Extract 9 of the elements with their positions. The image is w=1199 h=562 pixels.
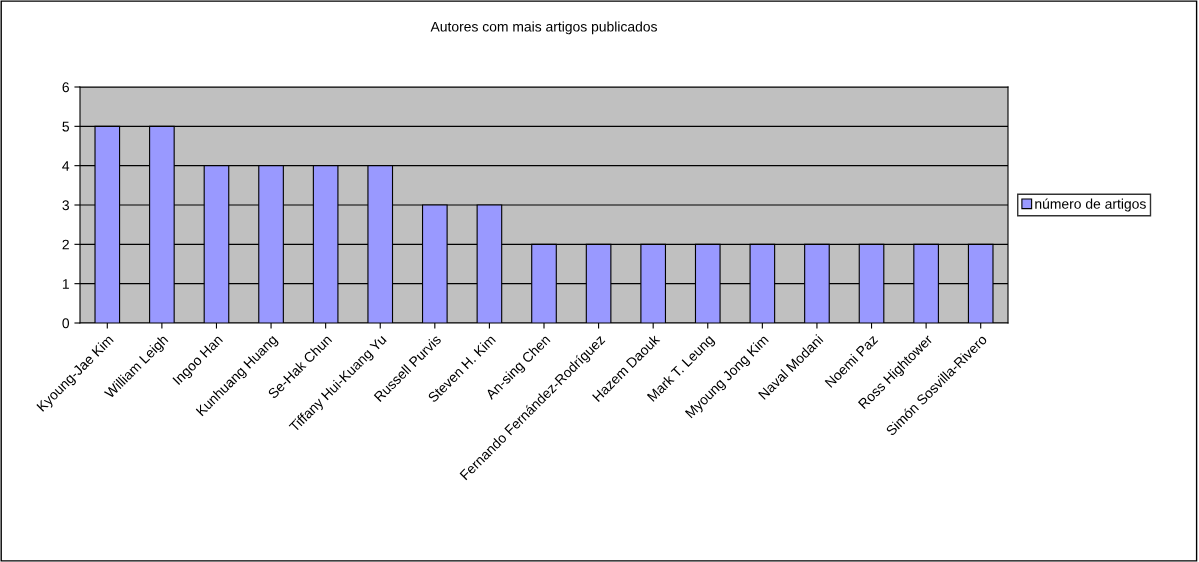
y-tick-label: 6	[62, 82, 69, 93]
y-tick-label: 0	[62, 318, 70, 329]
legend-label: número de artigos	[1035, 198, 1146, 212]
chart-title: Autores com mais artigos publicados	[430, 21, 657, 35]
y-tick-label: 4	[62, 161, 70, 171]
y-tick-label: 3	[62, 200, 69, 211]
y-tick-label: 5	[62, 121, 69, 132]
y-tick-label: 2	[62, 239, 69, 250]
y-tick-label: 1	[62, 279, 69, 289]
